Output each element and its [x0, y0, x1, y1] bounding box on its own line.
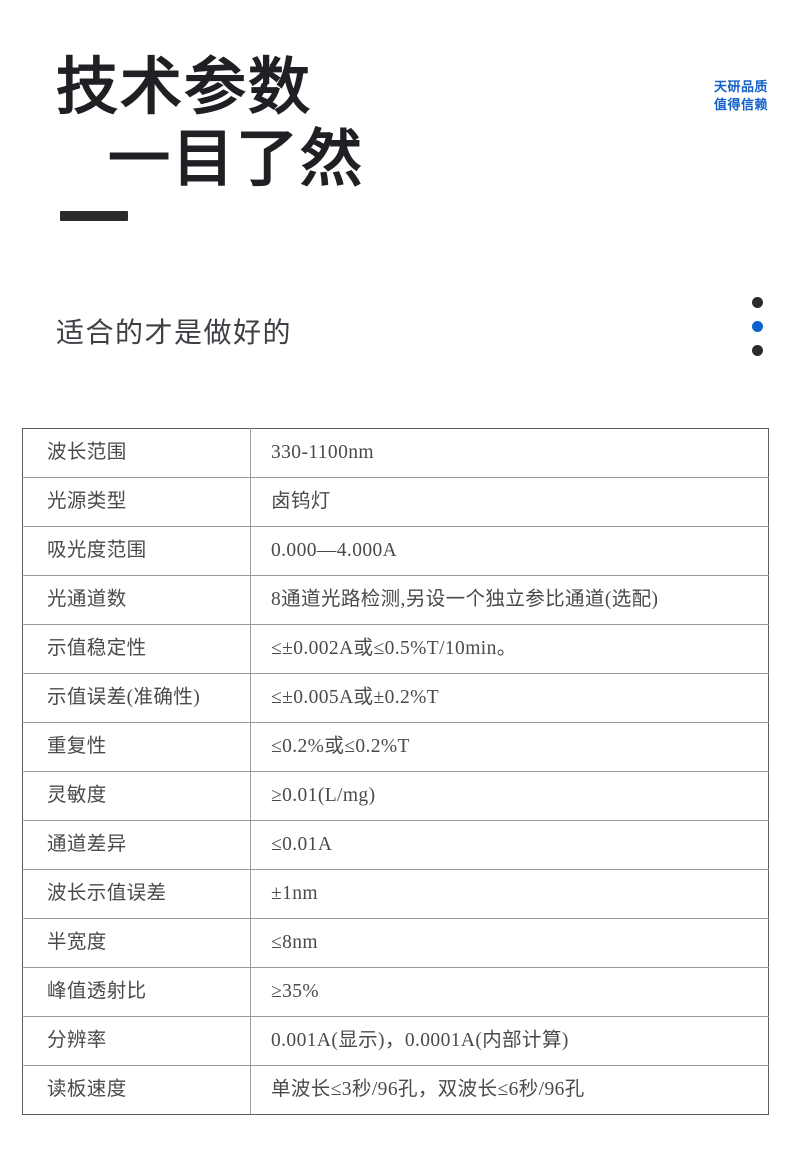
spec-label-cell: 波长示值误差: [22, 869, 251, 919]
spec-value-cell: 8通道光路检测,另设一个独立参比通道(选配): [250, 575, 769, 625]
spec-value-cell: ≤8nm: [250, 918, 769, 968]
table-row: 半宽度 ≤8nm: [22, 918, 769, 968]
brand-slogan: 天研品质 值得信赖: [714, 78, 768, 114]
spec-value-cell: ≤±0.002A或≤0.5%T/10min。: [250, 624, 769, 674]
page-title-line-1: 技术参数: [56, 54, 313, 122]
spec-value-cell: ≤0.01A: [250, 820, 769, 870]
spec-table-container: 波长范围 330-1100nm 光源类型 卤钨灯 吸光度范围 0.000—4.000A 光通…: [22, 428, 769, 1115]
spec-value-cell: 0.001A(显示)，0.0001A(内部计算): [250, 1016, 769, 1066]
table-row: 光通道数 8通道光路检测,另设一个独立参比通道(选配): [22, 575, 769, 625]
table-row: 吸光度范围 0.000—4.000A: [22, 526, 769, 576]
spec-label-cell: 分辨率: [22, 1016, 251, 1066]
spec-label-cell: 吸光度范围: [22, 526, 251, 576]
spec-label-cell: 读板速度: [22, 1065, 251, 1115]
spec-table-body: 波长范围 330-1100nm 光源类型 卤钨灯 吸光度范围 0.000—4.000A 光通…: [22, 428, 769, 1115]
brand-slogan-line-2: 值得信赖: [713, 97, 768, 112]
table-row: 示值误差(准确性) ≤±0.005A或±0.2%T: [22, 673, 769, 723]
spec-label-cell: 半宽度: [22, 918, 251, 968]
page-subtitle: 适合的才是做好的: [56, 317, 293, 348]
spec-label-cell: 重复性: [22, 722, 251, 772]
table-row: 重复性 ≤0.2%或≤0.2%T: [22, 722, 769, 772]
spec-label-cell: 波长范围: [22, 428, 251, 478]
spec-value-cell: 330-1100nm: [250, 428, 769, 478]
spec-value-cell: 0.000—4.000A: [250, 526, 769, 576]
brand-slogan-line-1: 天研品质: [713, 79, 768, 94]
specification-table: 波长范围 330-1100nm 光源类型 卤钨灯 吸光度范围 0.000—4.000A 光通…: [22, 428, 769, 1115]
table-row: 峰值透射比 ≥35%: [22, 967, 769, 1017]
spec-label-cell: 光通道数: [22, 575, 251, 625]
spec-value-cell: ≤0.2%或≤0.2%T: [250, 722, 769, 772]
spec-label-cell: 示值稳定性: [22, 624, 251, 674]
table-row: 通道差异 ≤0.01A: [22, 820, 769, 870]
circle-icon-middle-accent: [752, 321, 763, 332]
spec-value-cell: ≥35%: [250, 967, 769, 1017]
table-row: 读板速度 单波长≤3秒/96孔，双波长≤6秒/96孔: [22, 1065, 769, 1115]
page-title: 技术参数 一目了然: [56, 52, 616, 221]
spec-value-cell: 单波长≤3秒/96孔，双波长≤6秒/96孔: [250, 1065, 769, 1115]
spec-value-cell: ±1nm: [250, 869, 769, 919]
spec-label-cell: 灵敏度: [22, 771, 251, 821]
spec-label-cell: 光源类型: [22, 477, 251, 527]
page-title-line-2: 一目了然: [108, 126, 365, 194]
spec-value-cell: 卤钨灯: [250, 477, 769, 527]
spec-label-cell: 峰值透射比: [22, 967, 251, 1017]
circle-icon-bottom: [752, 345, 763, 356]
spec-value-cell: ≤±0.005A或±0.2%T: [250, 673, 769, 723]
table-row: 波长示值误差 ±1nm: [22, 869, 769, 919]
table-row: 分辨率 0.001A(显示)，0.0001A(内部计算): [22, 1016, 769, 1066]
table-row: 光源类型 卤钨灯: [22, 477, 769, 527]
decorative-dots: [752, 297, 763, 356]
table-row: 示值稳定性 ≤±0.002A或≤0.5%T/10min。: [22, 624, 769, 674]
spec-label-cell: 通道差异: [22, 820, 251, 870]
title-accent-bar: [60, 211, 128, 221]
spec-label-cell: 示值误差(准确性): [22, 673, 251, 723]
table-row: 波长范围 330-1100nm: [22, 428, 769, 478]
circle-icon-top: [752, 297, 763, 308]
table-row: 灵敏度 ≥0.01(L/mg): [22, 771, 769, 821]
spec-value-cell: ≥0.01(L/mg): [250, 771, 769, 821]
